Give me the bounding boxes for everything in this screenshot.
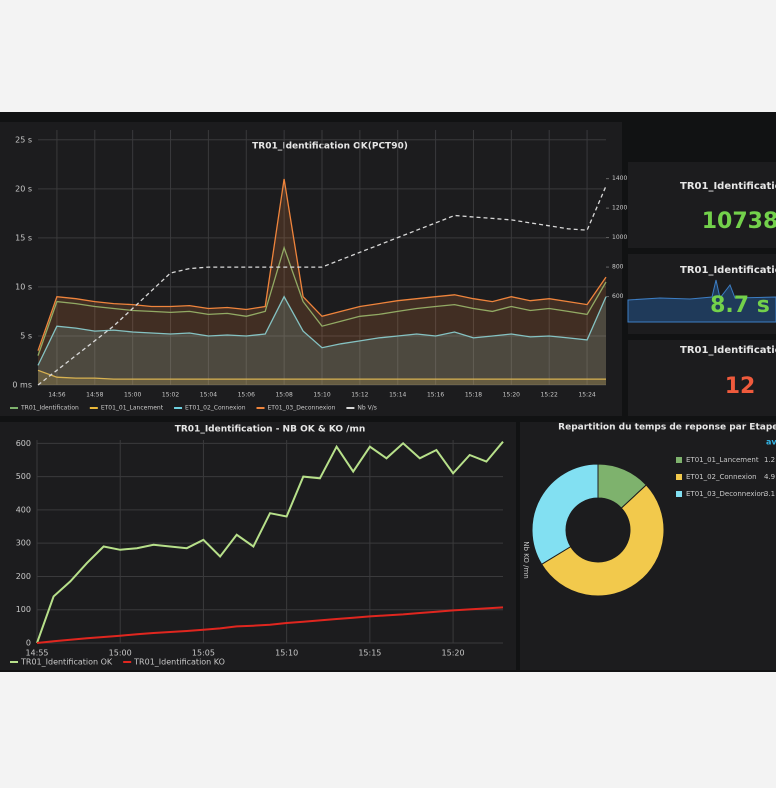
y2-tick-label: 800	[612, 264, 624, 271]
y-tick-label: 20 s	[15, 184, 32, 193]
panel-title: Repartition du temps de reponse par Etap…	[558, 423, 776, 433]
legend-label: ET01_02_Connexion	[686, 473, 757, 481]
y-tick-label: 500	[16, 472, 31, 481]
x-tick-label: 15:15	[358, 649, 381, 658]
legend-swatch	[676, 474, 682, 480]
x-tick-label: 14:55	[25, 649, 48, 658]
stat-value: 8.7 s	[710, 293, 770, 318]
y2-tick-label: 1200	[612, 205, 627, 212]
legend-value: 3.1 s	[764, 490, 776, 498]
legend-label: ET01_01_Lancement	[686, 456, 759, 464]
stat-panel	[628, 162, 776, 248]
y2-tick-label: 1000	[612, 234, 627, 241]
bottom-panel	[0, 422, 516, 670]
axis-label: Nb KO /mn	[522, 541, 530, 578]
donut-slice	[531, 463, 599, 565]
y-tick-label: 15 s	[15, 233, 32, 242]
legend-label: TR01_Identification OK	[20, 658, 113, 667]
stat-title: TR01_Identification OK (C	[680, 181, 776, 192]
x-tick-label: 15:18	[465, 392, 482, 399]
x-tick-label: 15:02	[162, 392, 179, 399]
series-line	[37, 295, 607, 366]
stat-value: 12	[725, 374, 756, 399]
legend-swatch	[676, 491, 682, 497]
series-line	[37, 185, 607, 386]
y2-tick-label: 1400	[612, 175, 627, 182]
series-area	[38, 296, 606, 385]
stat-panel	[628, 340, 776, 416]
y-tick-label: 300	[16, 539, 31, 548]
x-tick-label: 15:10	[275, 649, 298, 658]
x-tick-label: 15:22	[541, 392, 558, 399]
y-tick-label: 5 s	[20, 331, 32, 340]
x-tick-label: 15:05	[192, 649, 215, 658]
x-tick-label: 15:20	[442, 649, 465, 658]
series-line	[37, 178, 607, 351]
legend-header: avg	[766, 438, 776, 447]
y-tick-label: 400	[16, 505, 31, 514]
legend-label: ET01_02_Connexion	[185, 405, 246, 412]
series-area	[38, 179, 606, 385]
legend-value: 4.9 s	[764, 473, 776, 481]
y-tick-label: 10 s	[15, 282, 32, 291]
x-tick-label: 14:56	[48, 392, 65, 399]
donut-slice	[540, 484, 665, 597]
legend-label: ET01_03_Deconnexion	[268, 405, 336, 412]
x-tick-label: 15:06	[238, 392, 255, 399]
x-tick-label: 15:08	[275, 392, 292, 399]
top-panel	[0, 122, 622, 416]
x-tick-label: 15:24	[578, 392, 595, 399]
y-tick-label: 0 ms	[12, 381, 32, 390]
series-line	[36, 441, 504, 644]
legend-value: 1.2 s	[764, 456, 776, 464]
panel-title: TR01_Identification - NB OK & KO /mn	[175, 425, 366, 435]
x-tick-label: 15:20	[503, 392, 520, 399]
stat-title: TR01_Identification KO (C	[680, 345, 776, 356]
x-tick-label: 15:00	[124, 392, 141, 399]
y2-tick-label: 600	[612, 293, 624, 300]
x-tick-label: 15:00	[109, 649, 132, 658]
x-tick-label: 14:58	[86, 392, 103, 399]
series-line	[36, 606, 504, 644]
x-tick-label: 15:10	[313, 392, 330, 399]
stat-value: 10738	[702, 209, 776, 234]
y-tick-label: 600	[16, 439, 31, 448]
legend-label: ET01_03_Deconnexion	[686, 490, 765, 498]
x-tick-label: 15:14	[389, 392, 406, 399]
legend-label: Nb V/s	[357, 405, 376, 412]
stat-title: TR01_Identification PCT90	[680, 265, 776, 276]
y-tick-label: 25 s	[15, 135, 32, 144]
y-tick-label: 200	[16, 572, 31, 581]
series-line	[37, 245, 607, 356]
series-line	[37, 369, 606, 380]
x-tick-label: 15:16	[427, 392, 444, 399]
x-tick-label: 15:04	[200, 392, 217, 399]
y-tick-label: 100	[16, 605, 31, 614]
legend-swatch	[676, 457, 682, 463]
y-tick-label: 0	[26, 639, 31, 648]
sparkline	[627, 279, 776, 323]
panel-title: TR01_Identification OK(PCT90)	[252, 142, 408, 152]
x-tick-label: 15:12	[351, 392, 368, 399]
legend-label: TR01_Identification KO	[133, 658, 225, 667]
legend-label: ET01_01_Lancement	[101, 405, 164, 412]
legend-label: TR01_Identification	[20, 405, 79, 412]
series-area	[38, 370, 606, 385]
